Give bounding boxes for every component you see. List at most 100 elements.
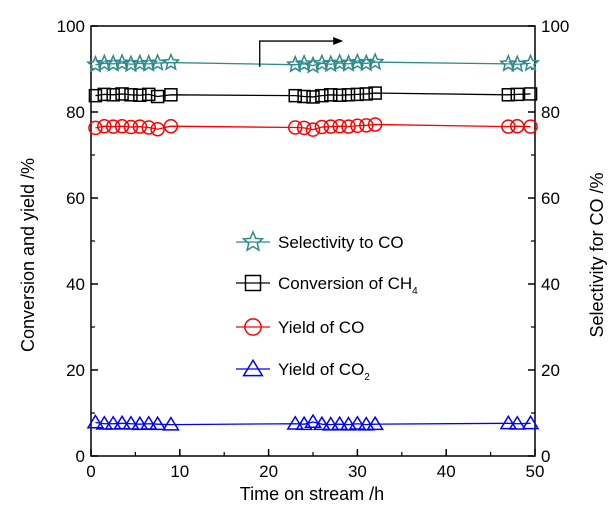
data-point — [356, 53, 376, 72]
legend-entry: Yield of CO — [236, 318, 364, 337]
y-left-tick-label: 100 — [57, 17, 85, 36]
data-point — [97, 87, 112, 102]
legend-marker — [242, 358, 264, 377]
data-point — [348, 415, 367, 430]
data-point — [359, 87, 374, 101]
data-point — [297, 89, 311, 104]
data-point — [350, 87, 365, 102]
data-point — [103, 53, 123, 72]
data-point — [315, 88, 329, 103]
data-point — [287, 120, 303, 135]
data-point — [523, 87, 538, 101]
data-point — [286, 415, 305, 430]
data-point — [139, 53, 159, 72]
legend-label-subscript: 4 — [412, 286, 418, 297]
x-tick-label: 40 — [437, 462, 456, 481]
data-point — [323, 119, 339, 134]
legend: Selectivity to CO Conversion of CH4 Yield … — [236, 230, 418, 383]
data-point — [132, 119, 148, 134]
data-point — [368, 86, 382, 100]
data-point — [341, 88, 356, 102]
y-right-tick-label: 0 — [541, 447, 550, 466]
data-point — [150, 121, 165, 137]
legend-entry: Yield of CO2 — [236, 358, 370, 383]
data-point — [305, 122, 321, 137]
data-point — [114, 118, 130, 134]
y-right-tick-label: 20 — [541, 361, 560, 380]
data-point — [85, 54, 105, 73]
arrow-annotation — [259, 37, 344, 67]
legend-label-main: Conversion of CH — [278, 274, 412, 293]
data-point — [133, 88, 147, 102]
legend-label: Conversion of CH4 — [278, 274, 418, 297]
legend-label: Yield of CO — [278, 318, 364, 337]
data-point — [162, 416, 180, 431]
data-point — [296, 120, 312, 136]
data-point — [521, 53, 541, 72]
legend-label: Selectivity to CO — [278, 233, 404, 252]
legend-marker — [241, 230, 265, 252]
data-point — [321, 416, 340, 431]
data-point — [163, 118, 179, 134]
series-square — [88, 86, 538, 104]
data-point — [332, 88, 347, 102]
data-point — [115, 87, 129, 101]
data-point — [285, 54, 305, 73]
data-point — [313, 415, 331, 431]
data-point — [521, 414, 540, 430]
data-point — [508, 415, 527, 430]
data-point — [105, 119, 121, 134]
series-triangle — [86, 413, 540, 431]
data-point — [106, 88, 120, 102]
x-tick-label: 50 — [526, 462, 545, 481]
data-point — [288, 88, 302, 103]
x-tick-label: 10 — [170, 462, 189, 481]
y-left-tick-label: 60 — [66, 189, 85, 208]
data-point — [366, 415, 384, 431]
data-point — [350, 118, 365, 134]
legend-label: Yield of CO2 — [278, 360, 370, 383]
data-point — [294, 53, 314, 72]
legend-marker — [244, 318, 262, 336]
data-point — [131, 415, 149, 431]
y-right-tick-label: 40 — [541, 275, 560, 294]
series-star — [85, 52, 541, 74]
data-point — [523, 119, 538, 134]
y-left-tick-label: 20 — [66, 361, 85, 380]
data-point — [304, 413, 322, 429]
series-circle — [88, 117, 538, 137]
data-point — [150, 89, 165, 104]
data-point — [161, 52, 181, 71]
data-point — [306, 90, 320, 104]
data-point — [341, 119, 356, 134]
series-layer — [85, 52, 541, 431]
data-point — [510, 87, 524, 102]
y-left-tick-label: 0 — [76, 447, 85, 466]
data-point — [357, 416, 376, 431]
arrow-shaft — [259, 40, 336, 67]
legend-label-main: Yield of CO — [278, 360, 364, 379]
data-point — [123, 119, 139, 135]
series-line — [95, 92, 531, 98]
data-point — [339, 53, 358, 72]
data-point — [365, 52, 385, 71]
x-tick-label: 20 — [259, 462, 278, 481]
data-point — [148, 415, 167, 431]
legend-label-subscript: 2 — [364, 372, 370, 383]
data-point — [95, 415, 114, 430]
data-point — [314, 119, 330, 135]
data-point — [359, 118, 374, 133]
data-point — [121, 54, 141, 73]
data-point — [501, 88, 516, 102]
y-right-tick-label: 100 — [541, 17, 569, 36]
data-point — [499, 414, 518, 430]
series-line — [95, 123, 531, 131]
data-point — [330, 415, 349, 431]
data-point — [332, 118, 347, 134]
data-point — [124, 88, 138, 102]
data-point — [141, 87, 156, 102]
data-point — [321, 54, 341, 73]
data-point — [303, 55, 323, 74]
